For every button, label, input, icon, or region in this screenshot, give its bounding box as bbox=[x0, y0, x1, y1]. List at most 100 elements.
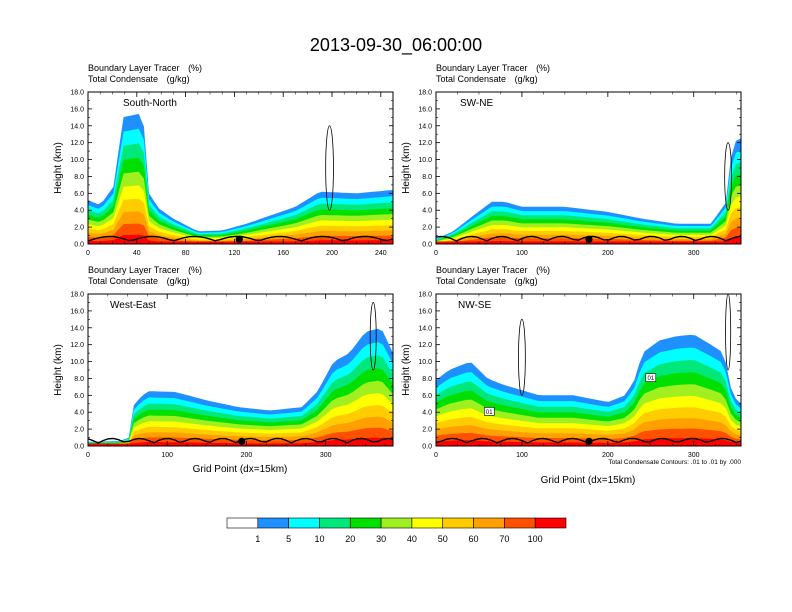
y-tick-label: 14.0 bbox=[70, 325, 84, 332]
x-tick-label: 240 bbox=[375, 250, 387, 257]
axis-ticks: 0.0 2.0 4.0 6.0 8.0 10.0 12.0 14.0 16.0 18.0 0 40 80… bbox=[70, 90, 393, 257]
panel-condensate-label: Total Condensate (g/kg) bbox=[88, 276, 190, 286]
y-tick-label: 2.0 bbox=[422, 427, 432, 434]
y-tick-label: 10.0 bbox=[70, 157, 84, 164]
tracer-band-70 bbox=[436, 227, 741, 244]
x-tick-label: 0 bbox=[434, 250, 438, 257]
colorbar: 1 5 10 20 30 40 50 60 70 100 bbox=[226, 517, 567, 544]
panel-condensate-label: Total Condensate (g/kg) bbox=[436, 276, 538, 286]
axis-ticks: 0.0 2.0 4.0 6.0 8.0 10.0 12.0 14.0 16.0 18.0 0 100 2… bbox=[70, 292, 393, 459]
y-tick-label: 0.0 bbox=[422, 444, 432, 451]
y-tick-label: 8.0 bbox=[422, 174, 432, 181]
station-marker bbox=[235, 235, 243, 243]
colorbar-label: 30 bbox=[376, 534, 386, 544]
x-tick-label: 40 bbox=[133, 250, 141, 257]
panel-sw-ne: Boundary Layer Tracer (%) Total Condensa… bbox=[401, 63, 742, 257]
y-tick-label: 0.0 bbox=[74, 242, 84, 249]
y-tick-label: 0.0 bbox=[74, 444, 84, 451]
condensate-contour bbox=[325, 125, 334, 211]
y-tick-label: 12.0 bbox=[418, 140, 432, 147]
colorbar-label: 70 bbox=[499, 534, 509, 544]
y-tick-label: 12.0 bbox=[70, 140, 84, 147]
tracer-band-100 bbox=[88, 437, 393, 446]
station-marker bbox=[585, 235, 593, 243]
panel-name-label: SW-NE bbox=[460, 98, 493, 109]
condensate-contour bbox=[725, 294, 732, 371]
y-tick-label: 10.0 bbox=[70, 359, 84, 366]
panel-tracer-label: Boundary Layer Tracer (%) bbox=[88, 265, 202, 275]
colorbar-box bbox=[534, 517, 567, 529]
y-tick-label: 8.0 bbox=[74, 174, 84, 181]
y-tick-label: 18.0 bbox=[418, 90, 432, 97]
plot-frame bbox=[435, 293, 742, 447]
colorbar-box bbox=[442, 517, 474, 529]
x-axis-label: Grid Point (dx=15km) bbox=[541, 475, 636, 486]
y-tick-label: 2.0 bbox=[422, 225, 432, 232]
y-tick-label: 6.0 bbox=[74, 393, 84, 400]
y-axis-label: Height (km) bbox=[401, 142, 412, 194]
colorbar-box bbox=[411, 517, 444, 529]
colorbar-label: 100 bbox=[528, 534, 543, 544]
colorbar-label: 1 bbox=[255, 534, 260, 544]
plot-frame bbox=[87, 91, 394, 245]
colorbar-box bbox=[349, 517, 382, 529]
colorbar-label: 10 bbox=[314, 534, 324, 544]
colorbar-box bbox=[319, 517, 351, 529]
x-tick-label: 100 bbox=[516, 250, 528, 257]
x-tick-label: 300 bbox=[688, 250, 700, 257]
x-tick-label: 100 bbox=[161, 452, 173, 459]
plot-frame bbox=[87, 293, 394, 447]
panel-tracer-label: Boundary Layer Tracer (%) bbox=[436, 265, 550, 275]
y-tick-label: 14.0 bbox=[70, 123, 84, 130]
y-tick-label: 16.0 bbox=[70, 106, 84, 113]
plot-frame bbox=[435, 91, 742, 245]
condensate-contour bbox=[724, 142, 732, 211]
condensate-contour bbox=[369, 302, 377, 371]
colorbar-box bbox=[380, 517, 413, 529]
y-tick-label: 8.0 bbox=[74, 376, 84, 383]
y-tick-label: 10.0 bbox=[418, 359, 432, 366]
colorbar-label: 40 bbox=[407, 534, 417, 544]
tracer-band-100 bbox=[88, 234, 393, 244]
contour-label-box bbox=[483, 407, 495, 416]
y-tick-label: 18.0 bbox=[418, 292, 432, 299]
panel-condensate-label: Total Condensate (g/kg) bbox=[436, 74, 538, 84]
colorbar-box bbox=[504, 517, 536, 529]
colorbar-label: 5 bbox=[286, 534, 291, 544]
x-tick-label: 200 bbox=[326, 250, 338, 257]
panel-tracer-label: Boundary Layer Tracer (%) bbox=[436, 63, 550, 73]
station-marker bbox=[238, 437, 246, 445]
panel-name-label: South-North bbox=[123, 98, 177, 109]
y-tick-label: 4.0 bbox=[422, 410, 432, 417]
tracer-band-70 bbox=[88, 223, 393, 244]
x-tick-label: 200 bbox=[241, 452, 253, 459]
axis-ticks: 0.0 2.0 4.0 6.0 8.0 10.0 12.0 14.0 16.0 18.0 0 100 2… bbox=[418, 292, 741, 459]
y-tick-label: 6.0 bbox=[74, 191, 84, 198]
y-axis-label: Height (km) bbox=[53, 344, 64, 396]
tracer-band-100 bbox=[436, 438, 741, 446]
tracer-band-100 bbox=[436, 236, 741, 244]
y-tick-label: 2.0 bbox=[74, 427, 84, 434]
x-tick-label: 300 bbox=[320, 452, 332, 459]
colorbar-label: 20 bbox=[345, 534, 355, 544]
y-tick-label: 16.0 bbox=[418, 308, 432, 315]
figure-title: 2013-09-30_06:00:00 bbox=[310, 35, 482, 56]
station-marker bbox=[585, 437, 593, 445]
panel-west-east: Boundary Layer Tracer (%) Total Condensa… bbox=[53, 265, 394, 475]
tracer-field bbox=[436, 138, 741, 244]
y-tick-label: 14.0 bbox=[418, 325, 432, 332]
contour-label-box bbox=[645, 373, 657, 382]
condensate-contour bbox=[518, 318, 526, 396]
tracer-field bbox=[88, 113, 393, 244]
x-tick-label: 0 bbox=[434, 452, 438, 459]
x-tick-label: 160 bbox=[277, 250, 289, 257]
y-tick-label: 4.0 bbox=[74, 410, 84, 417]
y-tick-label: 4.0 bbox=[74, 208, 84, 215]
colorbar-box bbox=[257, 517, 289, 529]
colorbar-box bbox=[473, 517, 505, 529]
y-tick-label: 6.0 bbox=[422, 191, 432, 198]
contour-label: 01 bbox=[483, 407, 495, 416]
x-tick-label: 80 bbox=[182, 250, 190, 257]
x-tick-label: 100 bbox=[516, 452, 528, 459]
colorbar-label: 60 bbox=[469, 534, 479, 544]
